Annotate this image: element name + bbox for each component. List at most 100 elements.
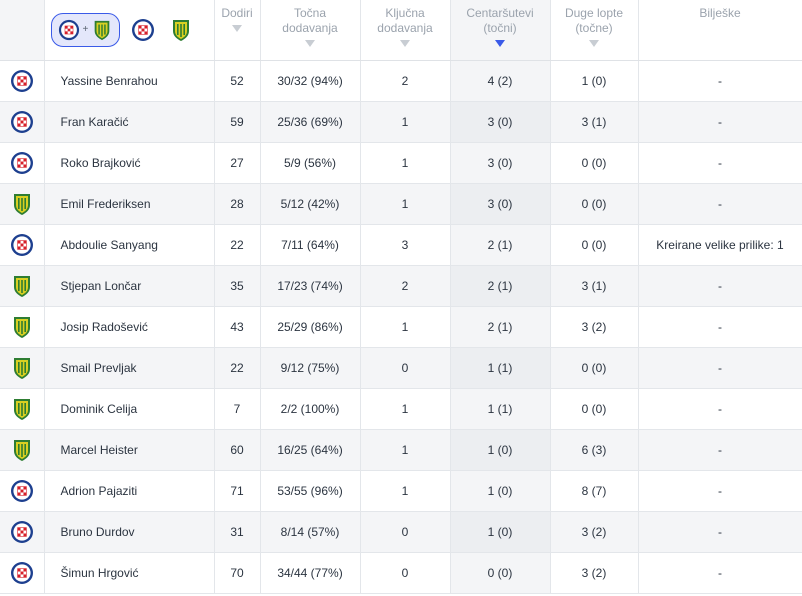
filter-istra-button[interactable] (166, 13, 196, 47)
accurate-passes-cell: 2/2 (100%) (260, 388, 361, 430)
sort-arrow-icon (400, 40, 410, 47)
accurate-passes-cell: 53/55 (96%) (260, 470, 361, 512)
player-name[interactable]: Bruno Durdov (44, 511, 215, 553)
notes-cell: - (638, 347, 802, 389)
filter-both-teams-button[interactable]: + (50, 12, 121, 47)
key-passes-cell: 3 (360, 224, 451, 266)
touches-cell: 28 (214, 183, 261, 225)
column-header-accurate-passes[interactable]: Točna dodavanja (260, 0, 361, 61)
team-crest-cell (0, 552, 45, 594)
long-balls-cell: 0 (0) (550, 388, 639, 430)
crosses-cell: 2 (1) (450, 306, 551, 348)
accurate-passes-cell: 8/14 (57%) (260, 511, 361, 553)
istra-crest-icon (10, 356, 34, 380)
long-balls-cell: 0 (0) (550, 224, 639, 266)
touches-cell: 52 (214, 60, 261, 102)
crosses-cell: 3 (0) (450, 101, 551, 143)
long-balls-cell: 3 (2) (550, 552, 639, 594)
player-name[interactable]: Abdoulie Sanyang (44, 224, 215, 266)
touches-cell: 27 (214, 142, 261, 184)
istra-crest-icon (91, 19, 113, 41)
istra-crest-icon (10, 397, 34, 421)
column-header-crosses[interactable]: Centaršutevi (točni) (450, 0, 551, 61)
column-header-label: dodavanja (377, 21, 433, 35)
table-row[interactable]: Dominik Celija 7 2/2 (100%) 1 1 (1) 0 (0) - (0, 388, 802, 430)
notes-cell: - (638, 142, 802, 184)
accurate-passes-cell: 7/11 (64%) (260, 224, 361, 266)
sort-arrow-icon (305, 40, 315, 47)
touches-cell: 7 (214, 388, 261, 430)
team-crest-cell (0, 101, 45, 143)
notes-cell: - (638, 183, 802, 225)
player-name[interactable]: Adrion Pajaziti (44, 470, 215, 512)
column-header-key-passes[interactable]: Ključna dodavanja (360, 0, 451, 61)
key-passes-cell: 1 (360, 470, 451, 512)
player-name[interactable]: Emil Frederiksen (44, 183, 215, 225)
hajduk-crest-icon (58, 19, 80, 41)
key-passes-cell: 1 (360, 429, 451, 471)
accurate-passes-cell: 25/36 (69%) (260, 101, 361, 143)
accurate-passes-cell: 30/32 (94%) (260, 60, 361, 102)
player-name[interactable]: Yassine Benrahou (44, 60, 215, 102)
key-passes-cell: 1 (360, 183, 451, 225)
accurate-passes-cell: 9/12 (75%) (260, 347, 361, 389)
hajduk-crest-icon (10, 561, 34, 585)
table-row[interactable]: Roko Brajković 27 5/9 (56%) 1 3 (0) 0 (0) - (0, 142, 802, 184)
long-balls-cell: 3 (2) (550, 306, 639, 348)
player-name[interactable]: Smail Prevljak (44, 347, 215, 389)
notes-cell: - (638, 429, 802, 471)
istra-crest-icon (10, 315, 34, 339)
player-name[interactable]: Josip Radošević (44, 306, 215, 348)
player-name[interactable]: Fran Karačić (44, 101, 215, 143)
player-name[interactable]: Šimun Hrgović (44, 552, 215, 594)
hajduk-crest-icon (10, 110, 34, 134)
team-crest-cell (0, 142, 45, 184)
table-row[interactable]: Yassine Benrahou 52 30/32 (94%) 2 4 (2) 1 (0)… (0, 60, 802, 102)
column-header-label: (točne) (575, 21, 613, 35)
key-passes-cell: 0 (360, 511, 451, 553)
hajduk-crest-icon (10, 479, 34, 503)
player-name[interactable]: Roko Brajković (44, 142, 215, 184)
column-header-touches[interactable]: Dodiri (214, 0, 261, 61)
player-name[interactable]: Marcel Heister (44, 429, 215, 471)
notes-cell: - (638, 470, 802, 512)
table-row[interactable]: Šimun Hrgović 70 34/44 (77%) 0 0 (0) 3 (2) - (0, 552, 802, 594)
player-name[interactable]: Dominik Celija (44, 388, 215, 430)
key-passes-cell: 1 (360, 142, 451, 184)
touches-cell: 35 (214, 265, 261, 307)
table-row[interactable]: Bruno Durdov 31 8/14 (57%) 0 1 (0) 3 (2) - (0, 511, 802, 553)
sort-arrow-icon (232, 25, 242, 32)
long-balls-cell: 6 (3) (550, 429, 639, 471)
filter-hajduk-button[interactable] (128, 13, 158, 47)
team-crest-cell (0, 224, 45, 266)
table-header-row: + (0, 0, 802, 61)
table-row[interactable]: Marcel Heister 60 16/25 (64%) 1 1 (0) 6 (3) - (0, 429, 802, 471)
accurate-passes-cell: 17/23 (74%) (260, 265, 361, 307)
notes-cell: - (638, 101, 802, 143)
table-row[interactable]: Smail Prevljak 22 9/12 (75%) 0 1 (1) 0 (0) - (0, 347, 802, 389)
accurate-passes-cell: 5/9 (56%) (260, 142, 361, 184)
key-passes-cell: 2 (360, 60, 451, 102)
table-row[interactable]: Josip Radošević 43 25/29 (86%) 1 2 (1) 3 (2) - (0, 306, 802, 348)
touches-cell: 60 (214, 429, 261, 471)
long-balls-cell: 3 (2) (550, 511, 639, 553)
player-name[interactable]: Stjepan Lončar (44, 265, 215, 307)
team-crest-cell (0, 470, 45, 512)
column-header-long-balls[interactable]: Duge lopte (točne) (550, 0, 639, 61)
table-row[interactable]: Stjepan Lončar 35 17/23 (74%) 2 2 (1) 3 (1) - (0, 265, 802, 307)
notes-cell: - (638, 552, 802, 594)
notes-cell: - (638, 306, 802, 348)
touches-cell: 71 (214, 470, 261, 512)
column-header-label: Bilješke (699, 6, 741, 20)
team-crest-cell (0, 388, 45, 430)
accurate-passes-cell: 5/12 (42%) (260, 183, 361, 225)
team-crest-cell (0, 347, 45, 389)
key-passes-cell: 0 (360, 347, 451, 389)
table-row[interactable]: Adrion Pajaziti 71 53/55 (96%) 1 1 (0) 8 (7) - (0, 470, 802, 512)
table-row[interactable]: Fran Karačić 59 25/36 (69%) 1 3 (0) 3 (1) - (0, 101, 802, 143)
key-passes-cell: 1 (360, 388, 451, 430)
team-crest-cell (0, 265, 45, 307)
table-row[interactable]: Abdoulie Sanyang 22 7/11 (64%) 3 2 (1) 0 (0) K… (0, 224, 802, 266)
table-row[interactable]: Emil Frederiksen 28 5/12 (42%) 1 3 (0) 0 (0) - (0, 183, 802, 225)
